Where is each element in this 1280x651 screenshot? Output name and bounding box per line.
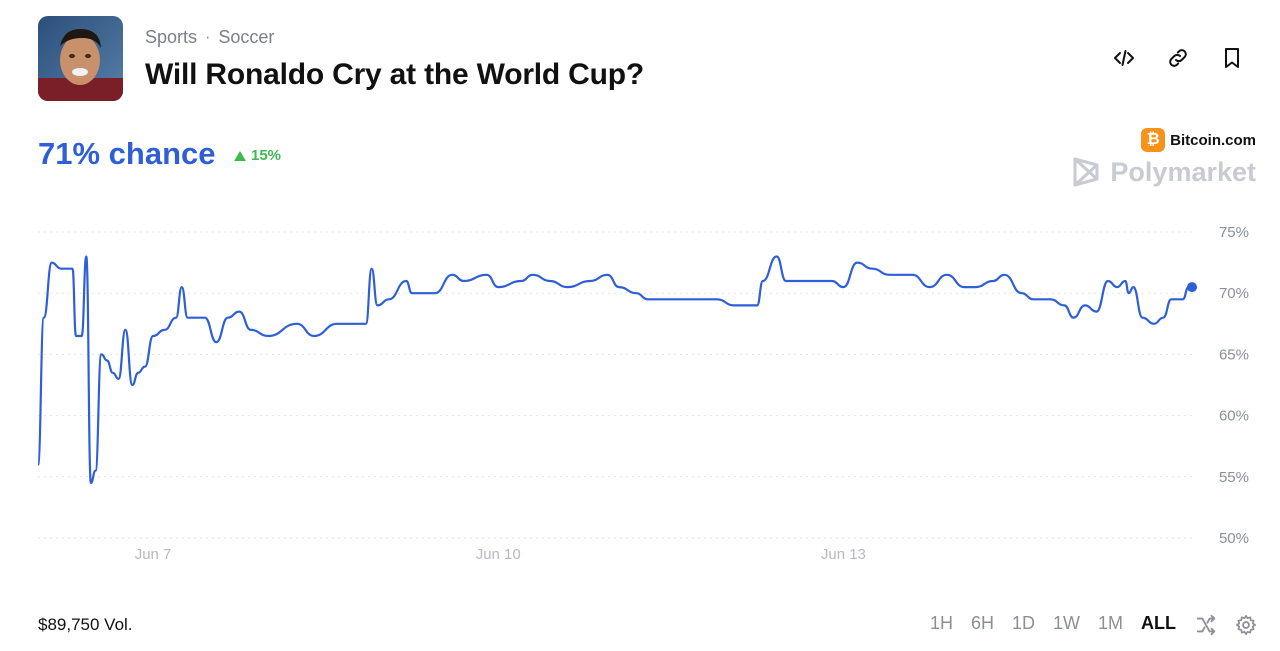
chance-delta-value: 15% [251, 147, 282, 164]
y-tick-label: 55% [1219, 469, 1249, 486]
range-1m[interactable]: 1M [1097, 613, 1123, 633]
chart-x-axis: Jun 7 Jun 10 Jun 13 [135, 546, 866, 563]
shuffle-button[interactable] [1194, 613, 1218, 637]
polymarket-icon [1073, 157, 1099, 187]
chance-value: 71% chance [38, 136, 216, 171]
chart-y-axis: 75% 70% 65% 60% 55% 50% [1219, 224, 1249, 547]
link-icon [1169, 49, 1187, 67]
copy-link-button[interactable] [1164, 44, 1192, 72]
range-6h[interactable]: 6H [970, 613, 994, 633]
range-1w[interactable]: 1W [1052, 613, 1080, 633]
header-actions [1110, 44, 1246, 72]
range-1h[interactable]: 1H [929, 613, 953, 633]
breadcrumb-separator: · [205, 28, 211, 46]
chance-delta: 15% [234, 147, 281, 164]
x-tick-label: Jun 10 [476, 546, 521, 563]
series-line [36, 255, 1192, 484]
partner-logo: ₿ Bitcoin.com [1141, 128, 1256, 152]
triangle-up-icon [234, 150, 246, 161]
time-range-selector: 1H 6H 1D 1W 1M ALL [930, 613, 1176, 634]
y-tick-label: 70% [1219, 285, 1249, 302]
current-value-dot [1187, 282, 1197, 293]
y-tick-label: 60% [1219, 408, 1249, 425]
x-tick-label: Jun 7 [135, 546, 172, 563]
page-title: Will Ronaldo Cry at the World Cup? [145, 58, 645, 91]
volume-label: $89,750 Vol. [38, 615, 133, 634]
price-chart[interactable]: 75% 70% 65% 60% 55% 50% Jun 7 Jun 10 Jun 13 [0, 210, 1280, 570]
gear-icon [1236, 615, 1256, 635]
embed-code-button[interactable] [1110, 44, 1138, 72]
chart-tools [1194, 613, 1258, 637]
market-avatar [38, 16, 123, 101]
bookmark-icon [1225, 48, 1239, 68]
range-all[interactable]: ALL [1141, 613, 1176, 633]
chart-series [36, 255, 1197, 484]
range-1d[interactable]: 1D [1011, 613, 1035, 633]
breadcrumb-soccer[interactable]: Soccer [218, 27, 275, 47]
platform-logo: Polymarket [1072, 156, 1256, 188]
y-tick-label: 65% [1219, 346, 1249, 363]
embed-code-icon [1114, 50, 1134, 66]
bookmark-button[interactable] [1218, 44, 1246, 72]
x-tick-label: Jun 13 [821, 546, 866, 563]
settings-button[interactable] [1234, 613, 1258, 637]
breadcrumb: Sports · Soccer [145, 27, 274, 48]
bitcoin-icon: ₿ [1141, 128, 1166, 152]
y-tick-label: 75% [1219, 224, 1249, 241]
platform-name: Polymarket [1110, 156, 1256, 187]
shuffle-icon [1196, 614, 1216, 636]
partner-name: Bitcoin.com [1170, 131, 1256, 149]
y-tick-label: 50% [1219, 530, 1249, 547]
breadcrumb-sports[interactable]: Sports [145, 27, 198, 47]
branding: ₿ Bitcoin.com Polymarket [1072, 128, 1256, 188]
avatar-image [38, 16, 123, 101]
chart-grid [38, 231, 1196, 539]
